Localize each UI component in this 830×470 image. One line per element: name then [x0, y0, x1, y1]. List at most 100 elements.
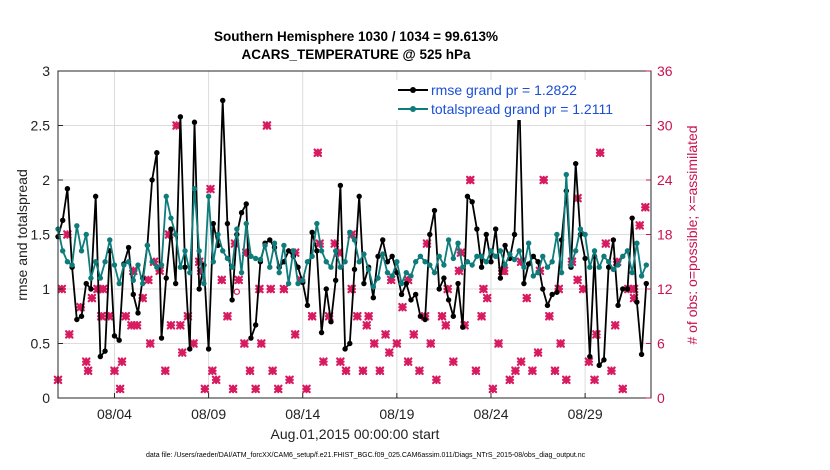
obs-assimilated-marker [516, 257, 526, 267]
totalspread-point [441, 262, 447, 268]
totalspread-point [92, 259, 99, 265]
totalspread-point [196, 248, 202, 254]
totalspread-point [172, 231, 179, 238]
totalspread-point [229, 264, 235, 270]
obs-assimilated-marker [561, 375, 571, 385]
obs-assimilated-marker [313, 148, 323, 158]
rmse-point [323, 286, 329, 292]
y-axis-ticks: 0 0.5 1 1.5 2 2.5 3 [31, 63, 63, 406]
totalspread-point [370, 284, 377, 290]
rmse-point [469, 199, 475, 205]
obs-assimilated-marker [334, 248, 343, 257]
rmse-point [111, 333, 118, 339]
totalspread-point [328, 264, 334, 270]
rmse-point [309, 229, 315, 236]
obs-assimilated-marker [607, 366, 616, 376]
obs-assimilated-marker [177, 348, 187, 357]
rmse-point [97, 353, 104, 360]
plot-area [53, 70, 652, 399]
rmse-point [605, 264, 612, 270]
totalspread-point [591, 248, 598, 254]
x-axis-ticks: 08/04 08/09 08/14 08/19 08/24 08/29 [97, 393, 603, 422]
totalspread-point [351, 237, 358, 243]
obs-assimilated-marker [554, 284, 564, 294]
totalspread-point [624, 248, 631, 254]
rmse-point [620, 286, 626, 292]
rmse-point [384, 259, 391, 265]
obs-assimilated-marker [117, 357, 127, 366]
x-tick-label: 08/24 [473, 406, 508, 422]
obs-assimilated-marker [121, 311, 131, 321]
rmse-point [337, 182, 344, 189]
obs-assimilated-marker [64, 330, 74, 339]
rmse-point [492, 226, 499, 232]
obs-possible-marker [233, 288, 241, 295]
totalspread-point [314, 220, 320, 227]
totalspread-point [478, 253, 485, 259]
rmse-point [163, 275, 169, 281]
obs-assimilated-marker [110, 366, 119, 376]
obs-assimilated-marker [268, 366, 277, 376]
obs-assimilated-marker [426, 339, 436, 348]
obs-assimilated-marker [454, 266, 464, 276]
obs-assimilated-marker [398, 302, 407, 312]
totalspread-point [460, 264, 466, 270]
rmse-point [572, 160, 579, 167]
totalspread-point [356, 259, 362, 265]
totalspread-point [474, 253, 480, 259]
x-tick-label: 08/09 [191, 406, 226, 422]
totalspread-point [620, 253, 626, 259]
y-tick-label: 2.5 [31, 118, 51, 134]
obs-assimilated-marker [479, 284, 488, 294]
obs-assimilated-marker [273, 384, 283, 394]
rmse-point [554, 289, 560, 295]
totalspread-point [238, 269, 245, 276]
legend-box [390, 80, 647, 120]
totalspread-point [455, 240, 461, 246]
obs-assimilated-marker [240, 339, 249, 348]
obs-assimilated-marker [129, 266, 138, 276]
totalspread-point [64, 259, 71, 265]
totalspread-point [361, 251, 367, 257]
obs-assimilated-marker [241, 248, 251, 257]
obs-assimilated-marker [330, 239, 340, 248]
obs-assimilated-marker [279, 284, 289, 294]
obs-assimilated-marker [456, 248, 466, 257]
chart-subtitle: ACARS_TEMPERATURE @ 525 hPa [242, 47, 471, 62]
totalspread-point [375, 275, 381, 281]
rmse-point [102, 348, 108, 354]
totalspread-point [210, 259, 217, 265]
x-tick-label: 08/19 [379, 406, 414, 422]
totalspread-point [535, 269, 541, 276]
totalspread-point [257, 256, 264, 263]
x-tick-label: 08/29 [568, 406, 603, 422]
obs-assimilated-marker [443, 284, 452, 294]
rmse-point [78, 313, 85, 319]
rmse-point [634, 299, 640, 305]
totalspread-point [243, 220, 249, 227]
totalspread-point [285, 280, 292, 287]
obs-assimilated-marker [629, 284, 639, 294]
rmse-point [196, 286, 202, 292]
rmse-point [238, 210, 245, 216]
obs-assimilated-marker [629, 293, 639, 303]
obs-assimilated-marker [255, 284, 264, 294]
totalspread-point [78, 248, 85, 254]
rmse-point [464, 193, 471, 200]
rmse-point [92, 193, 99, 200]
obs-assimilated-marker [262, 121, 272, 130]
obs-assimilated-marker [592, 330, 601, 339]
rmse-point [177, 114, 184, 120]
totalspread-point [234, 226, 240, 232]
totalspread-point [483, 259, 489, 265]
totalspread-point [168, 215, 174, 221]
y-tick-label: 3 [42, 63, 50, 79]
rmse-point [624, 286, 631, 292]
totalspread-point [469, 262, 475, 268]
totalspread-point [177, 264, 184, 270]
x-tick-label: 08/04 [97, 406, 132, 422]
totalspread-point [102, 259, 108, 265]
rmse-point [638, 351, 645, 358]
rmse-point [220, 97, 226, 104]
totalspread-point [507, 251, 513, 257]
